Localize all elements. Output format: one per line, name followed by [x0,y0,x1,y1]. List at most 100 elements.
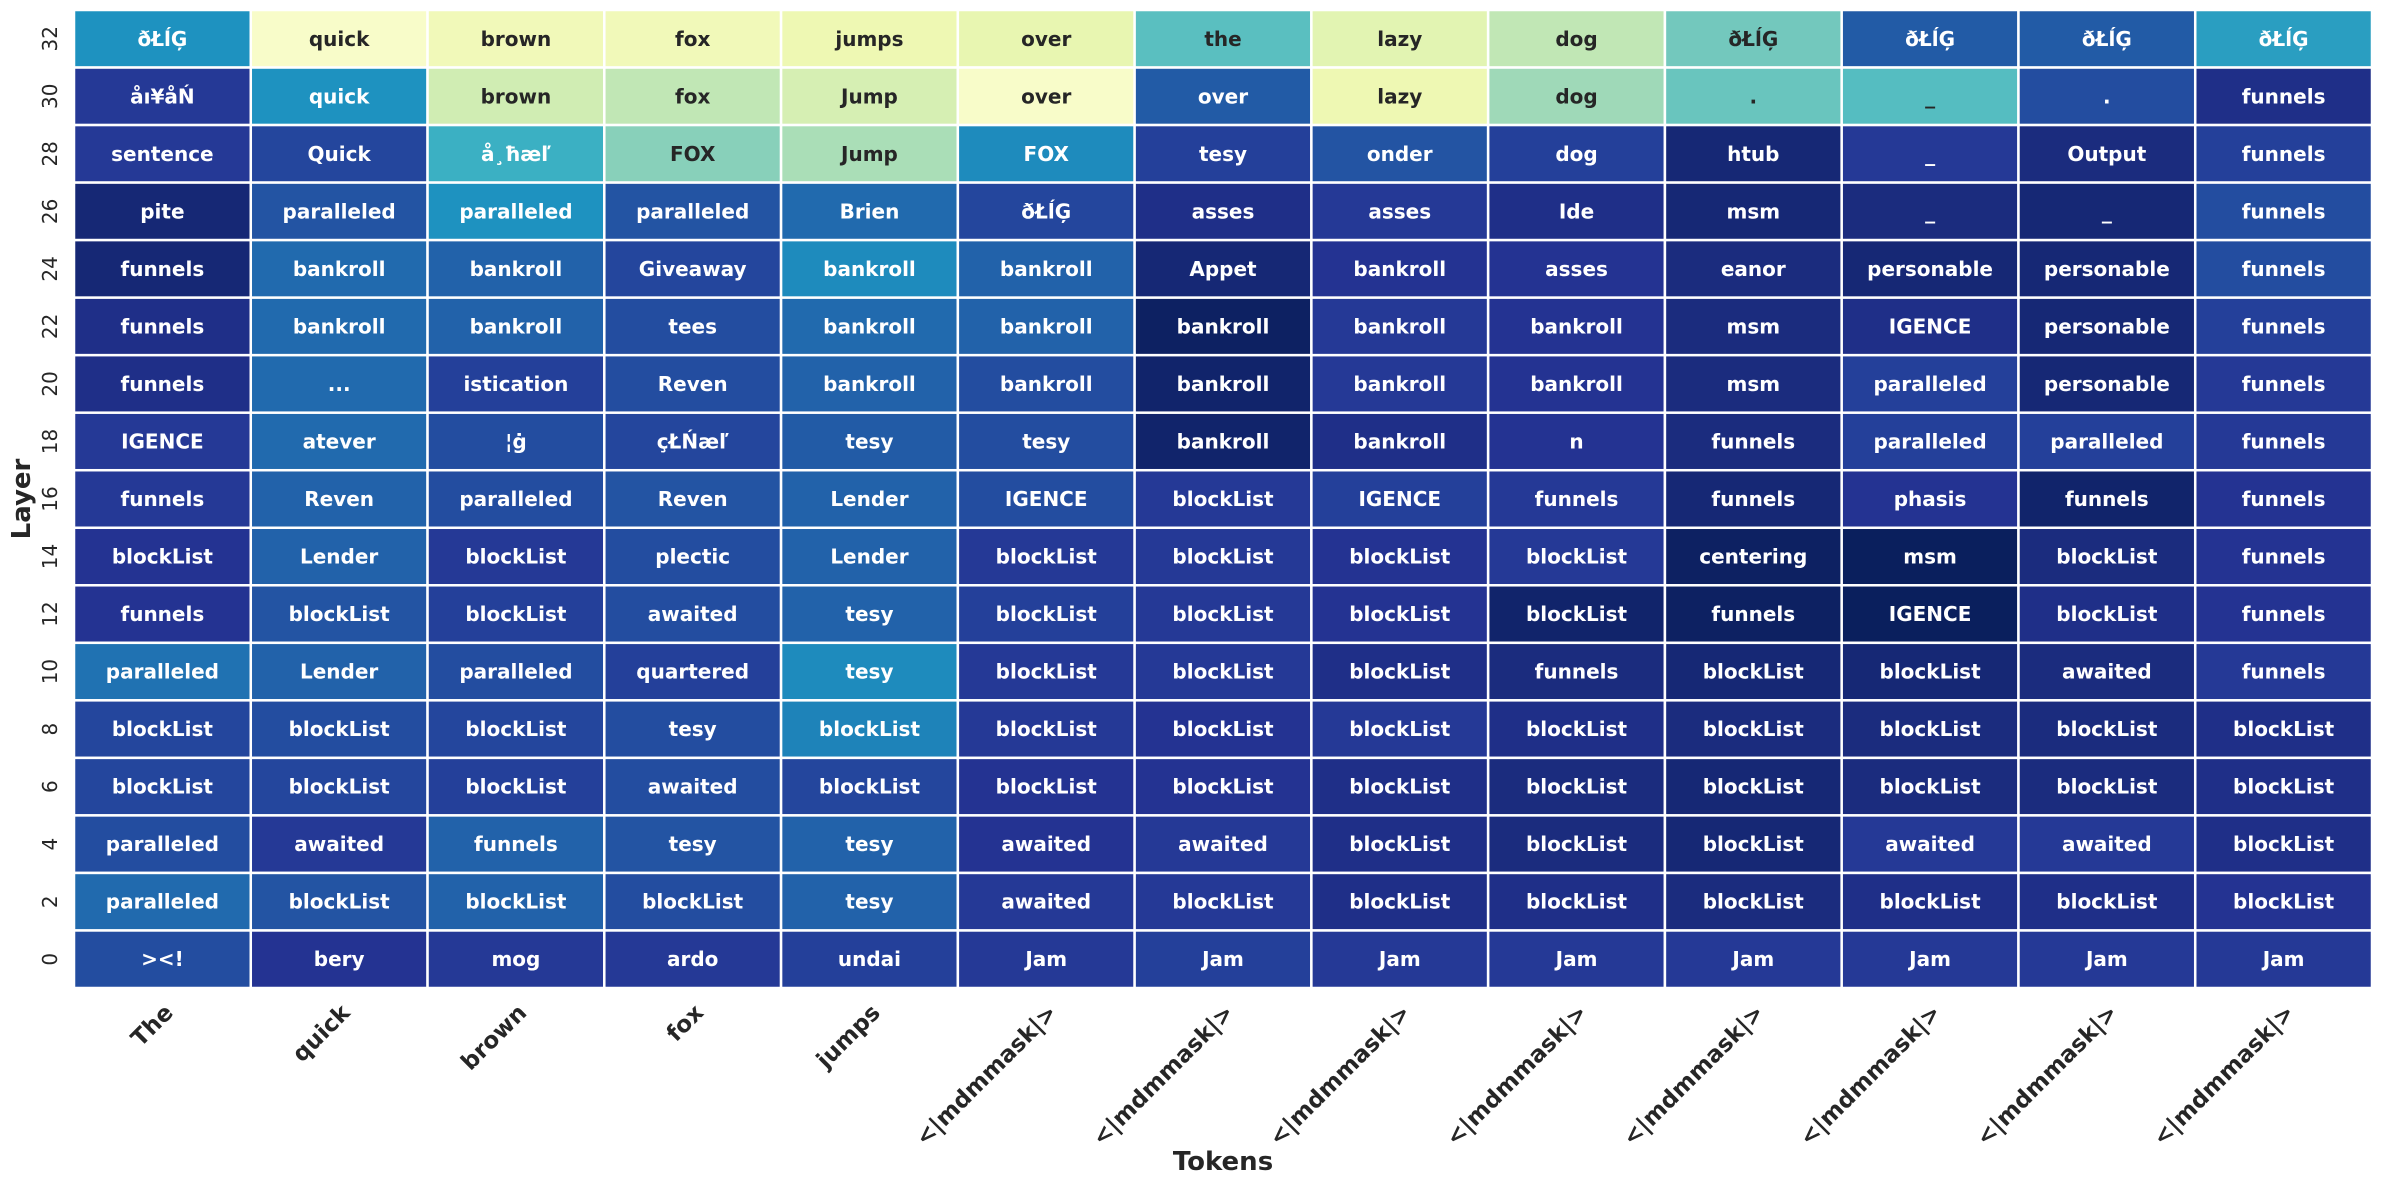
heatmap-cell-label: funnels [121,314,205,338]
heatmap-cell-label: blockList [1172,890,1274,914]
heatmap-cell-label: blockList [1526,717,1628,741]
heatmap-cell-label: ðŁĺĢ [1728,27,1778,51]
heatmap-cell-label: asses [1192,199,1255,223]
heatmap-cell [1310,8,1490,69]
heatmap-cell-label: personable [2044,372,2170,396]
heatmap-cell-label: bankroll [1000,257,1093,281]
heatmap-cell-label: blockList [819,717,921,741]
heatmap-cell [2193,756,2374,817]
heatmap-cell [1840,353,2020,414]
heatmap-cell [2193,66,2374,127]
heatmap-cell [2193,584,2374,645]
x-tick-label: <|mdmmask|> [1265,1000,1416,1151]
heatmap-cell [1486,296,1667,357]
heatmap-cell-label: Lender [300,545,378,569]
x-tick-label: brown [456,1000,532,1076]
heatmap-cell-label: pite [140,199,184,223]
heatmap-cell-label: awaited [294,832,384,856]
heatmap-cell [1133,871,1313,932]
y-tick-label: 14 [38,544,62,569]
heatmap-cell [779,699,960,760]
heatmap-cell [956,411,1136,472]
heatmap-cell-label: Quick [308,142,372,166]
heatmap-cell-label: funnels [2242,199,2326,223]
y-tick-label: 10 [38,659,62,684]
heatmap-cell-label: bankroll [823,372,916,396]
heatmap-cell-labels: ðŁĺĢ quick brown fox jumps over the lazy dog ðŁĺĢ… [106,27,2335,971]
heatmap-cell-label: tesy [1022,429,1070,453]
heatmap-cell-label: blockList [1703,775,1805,799]
heatmap-cell-label: Jam [1377,947,1421,971]
heatmap-cell-label: bankroll [823,257,916,281]
heatmap-cell [72,699,253,760]
heatmap-cell-label: Jam [2084,947,2128,971]
x-axis-ticks: The quick brown fox jumps <|mdmmask|> <|mdmmas… [127,999,2300,1151]
heatmap-cell-label: Reven [658,372,728,396]
heatmap-cell [426,66,606,127]
heatmap-cell [2017,641,2197,702]
heatmap-cell [1840,929,2020,990]
heatmap-cell [1133,353,1313,414]
x-tick-label: <|mdmmask|> [911,1000,1062,1151]
heatmap-cell [426,353,606,414]
heatmap-cell-label: lazy [1377,84,1422,108]
heatmap-cell-label: blockList [112,717,214,741]
heatmap-cell-label: blockList [1349,890,1451,914]
heatmap-cell-label: blockList [996,660,1098,684]
heatmap-cell-label: paralleled [283,199,396,223]
heatmap-cell [1663,66,1843,127]
heatmap-cell-label: Output [2067,142,2146,166]
heatmap-cell [1310,929,1490,990]
heatmap-cell-label: Reven [304,487,374,511]
heatmap-cell-label: blockList [996,545,1098,569]
heatmap-cell [2017,468,2197,530]
heatmap-cell [1133,238,1313,299]
heatmap-cell-label: ... [328,372,351,396]
heatmap-cell-label: bankroll [293,314,386,338]
heatmap-cell [2017,238,2197,299]
heatmap-cell-label: blockList [1880,890,1982,914]
heatmap-cell-label: IGENCE [1889,602,1972,626]
heatmap-cell-label: funnels [2242,257,2326,281]
heatmap-cell-label: bankroll [1353,257,1446,281]
x-tick-label: fox [662,1000,709,1047]
heatmap-cell-label: funnels [121,257,205,281]
heatmap-cell-label: over [1021,27,1071,51]
heatmap-cell-label: awaited [1178,832,1268,856]
heatmap-cell [2017,814,2197,875]
y-tick-label: 30 [38,84,62,109]
heatmap-cell-label: Ide [1559,199,1594,223]
heatmap-cell [603,468,783,530]
heatmap-cell-label: blockList [1172,717,1274,741]
heatmap-cell [956,814,1136,875]
heatmap-cell [249,641,429,702]
y-tick-label: 6 [38,780,62,793]
heatmap-cell-label: Giveaway [639,257,747,281]
heatmap-cell-label: ðŁĺĢ [2082,27,2132,51]
y-tick-label: 24 [38,256,62,281]
heatmap-cell-label: blockList [289,717,391,741]
heatmap-cell-label: FOX [670,142,716,166]
heatmap-cell [426,123,606,184]
heatmap-cell [2017,296,2197,357]
heatmap-cell [2193,411,2374,472]
heatmap-cell-label: çŁŃæľ [657,429,729,453]
heatmap-cell-label: msm [1903,545,1957,569]
heatmap-cell-label: funnels [1535,487,1619,511]
heatmap-cell-label: paralleled [106,890,219,914]
heatmap-cell [426,526,606,587]
heatmap-cell [249,929,429,990]
heatmap-cell-label: funnels [2242,545,2326,569]
heatmap-cell [1663,929,1843,990]
heatmap-cell [2193,296,2374,357]
heatmap-cell-label: blockList [1703,890,1805,914]
heatmap-cell-label: FOX [1024,142,1070,166]
heatmap-cell-label: personable [2044,257,2170,281]
heatmap-cell [1486,353,1667,414]
heatmap-cell-label: Jam [2261,947,2305,971]
heatmap-cell [2193,929,2374,990]
heatmap-cell [249,871,429,932]
heatmap-cell-label: funnels [121,602,205,626]
heatmap-cell-label: tees [668,314,717,338]
